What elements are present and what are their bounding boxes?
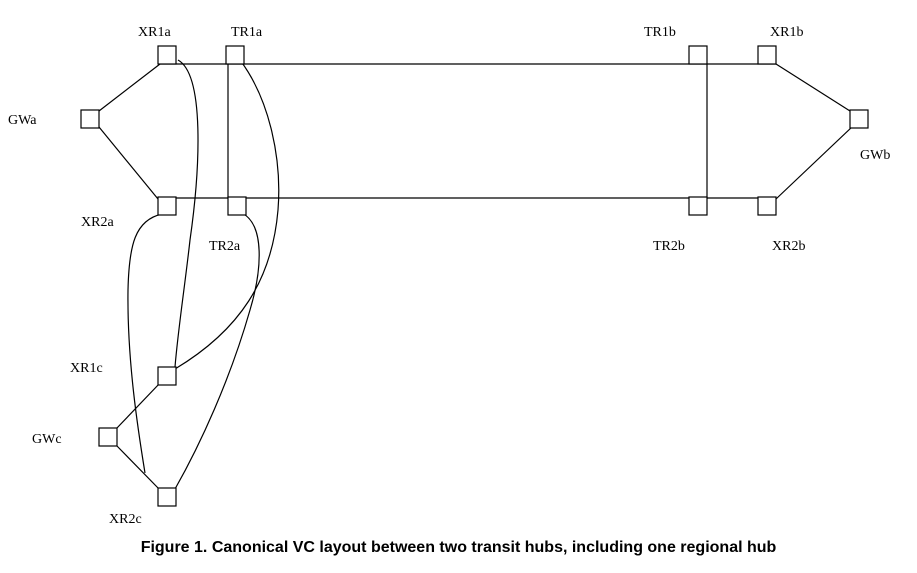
- link-xr2a-xr2c: [127, 213, 163, 474]
- link-gwc-xr1c: [115, 382, 161, 430]
- node-gwa: [80, 109, 100, 129]
- node-tr1a: [225, 45, 245, 65]
- label-xr1c: XR1c: [70, 361, 103, 376]
- label-xr2a: XR2a: [81, 215, 114, 230]
- node-xr1a: [157, 45, 177, 65]
- link-gwa-xr2a: [98, 126, 159, 200]
- label-tr1b: TR1b: [644, 25, 676, 40]
- label-gwc: GWc: [32, 432, 62, 447]
- link-xr1b-gwb: [775, 63, 851, 112]
- label-gwb: GWb: [860, 148, 890, 163]
- node-xr2b: [757, 196, 777, 216]
- node-gwc: [98, 427, 118, 447]
- labels: XR1a TR1a TR1b XR1b GWa GWb XR2a TR2a TR…: [8, 25, 890, 527]
- label-tr1a: TR1a: [231, 25, 263, 40]
- label-xr2c: XR2c: [109, 512, 142, 527]
- label-xr1a: XR1a: [138, 25, 171, 40]
- node-gwb: [849, 109, 869, 129]
- link-gwa-xr1a: [98, 63, 161, 112]
- nodes: [80, 45, 869, 507]
- node-tr2a: [227, 196, 247, 216]
- link-gwc-xr2c: [115, 444, 161, 491]
- node-xr1b: [757, 45, 777, 65]
- node-xr2a: [157, 196, 177, 216]
- label-gwa: GWa: [8, 113, 37, 128]
- node-tr1b: [688, 45, 708, 65]
- figure-caption: Figure 1. Canonical VC layout between tw…: [140, 539, 777, 556]
- label-tr2b: TR2b: [653, 239, 685, 254]
- node-tr2b: [688, 196, 708, 216]
- label-xr2b: XR2b: [772, 239, 805, 254]
- label-tr2a: TR2a: [209, 239, 241, 254]
- link-tr1a-xr1c: [174, 59, 280, 370]
- link-xr2b-gwb: [775, 126, 853, 200]
- link-tr2a-xr2c: [174, 212, 260, 490]
- link-xr1a-xr1c: [174, 59, 199, 368]
- links: [98, 59, 853, 491]
- node-xr1c: [157, 366, 177, 386]
- label-xr1b: XR1b: [770, 25, 803, 40]
- node-xr2c: [157, 487, 177, 507]
